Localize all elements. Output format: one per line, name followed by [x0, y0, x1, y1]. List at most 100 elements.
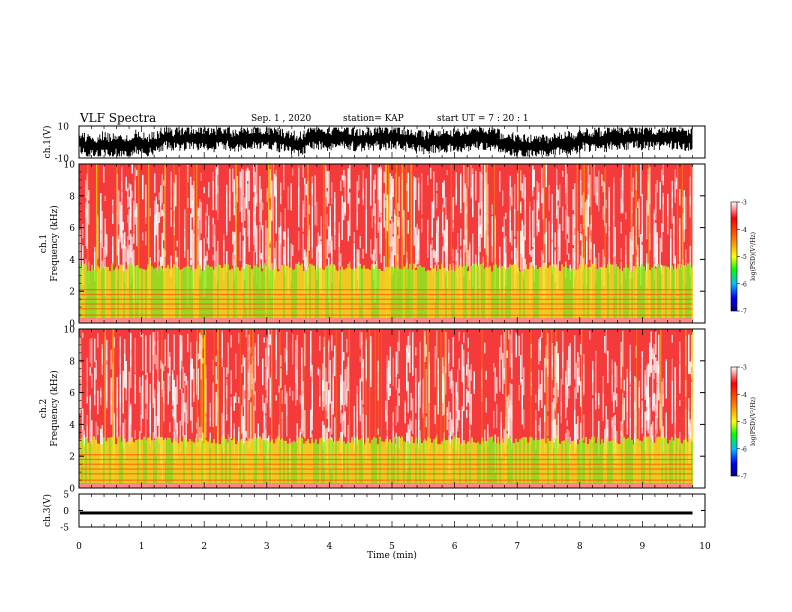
- ch2-spec-speckle: [674, 367, 676, 411]
- ch1-spec-speckle: [287, 228, 289, 264]
- ch1-spec-heatmap: [79, 164, 693, 323]
- ch2-spec-band-line: [79, 463, 693, 465]
- ch2-spec-speckle: [560, 378, 562, 416]
- ch1-spec-speckle: [580, 180, 582, 216]
- ch2-spec-speckle: [679, 363, 681, 394]
- ch1-spec-speckle: [637, 244, 639, 268]
- ch2-spec-band-cell: [147, 437, 149, 484]
- ch1-spec-band-cell: [545, 264, 547, 319]
- ch2-spec-speckle: [398, 396, 400, 406]
- ch2-spec-speckle: [457, 391, 459, 432]
- ch1-spec-speckle: [311, 206, 313, 248]
- ch2-spec-speckle: [230, 370, 232, 394]
- ch2-spec-band-cell: [457, 437, 459, 484]
- ch1-spec-speckle: [481, 201, 483, 238]
- ch2-spec-cb-tick-label: -6: [741, 446, 747, 453]
- ch1-spec-band-cell: [587, 267, 589, 319]
- ch2-spec-speckle: [310, 362, 312, 377]
- ch2-spec-band-cell: [241, 438, 243, 484]
- ch1-spec-band-cell: [365, 268, 367, 319]
- ch1-spec-band-cell: [379, 269, 381, 319]
- ch1-spec-speckle: [499, 171, 501, 193]
- ch1-spec-ytick-label: 8: [69, 192, 75, 202]
- ch1-spec-speckle: [256, 164, 258, 207]
- ch1-spec-speckle: [397, 203, 399, 227]
- ch2-spec-speckle: [562, 330, 564, 369]
- ch1-spec-band-cell: [581, 264, 583, 319]
- ch2-spec-speckle: [184, 402, 186, 413]
- ch2-spec-band-cell: [255, 438, 257, 484]
- ch2-spec-speckle: [145, 379, 147, 404]
- ch1-spec-speckle: [557, 189, 559, 201]
- ch1-spec-speckle: [88, 190, 90, 201]
- ch2-spec-speckle: [629, 386, 631, 422]
- ch2-spec-speckle: [97, 426, 99, 435]
- ch2-spec-speckle: [551, 343, 553, 367]
- ch1-spec-speckle: [689, 176, 691, 218]
- ch2-spec-band-cell: [133, 442, 135, 484]
- ch1-spec-speckle: [386, 195, 388, 232]
- ch1-spec-speckle: [559, 225, 561, 257]
- ch1-spec-band-cell: [231, 268, 233, 319]
- ch1-spec-speckle: [514, 183, 516, 214]
- ch1-spec-speckle: [581, 242, 583, 272]
- ch1-spec-speckle: [523, 174, 525, 200]
- ch1-spec-speckle: [370, 164, 372, 206]
- ch1-spec-band-cell: [423, 267, 425, 319]
- ch1-spec-speckle: [203, 187, 205, 194]
- ch1-spec-speckle: [163, 248, 165, 272]
- ch2-spec-band-cell: [251, 438, 253, 484]
- ch2-spec-speckle: [484, 342, 486, 354]
- ch1-spec-speckle: [212, 181, 214, 211]
- ch1-spec-band-cell: [139, 268, 141, 319]
- ch2-spec-speckle: [343, 413, 345, 435]
- ch2-spec-speckle: [200, 334, 202, 380]
- ch1-spec-speckle: [278, 227, 280, 270]
- ch2-spec-speckle: [535, 394, 537, 403]
- ch2-spec-speckle: [493, 363, 495, 372]
- ch1-spec-band-cell: [299, 265, 301, 319]
- ch1-spec-band-cell: [137, 265, 139, 319]
- ch1-spec-band-cell: [159, 265, 161, 319]
- ch1-spec-band-cell: [677, 264, 679, 319]
- ch2-spec-band-cell: [475, 442, 477, 484]
- ch2-spec-band-cell: [415, 437, 417, 484]
- ch1-spec-speckle: [421, 218, 423, 233]
- ch2-spec-speckle: [395, 432, 397, 448]
- ch1-spec-speckle: [233, 259, 235, 278]
- ch1-spec-speckle: [326, 239, 328, 259]
- ch1-spec-band-cell: [481, 263, 483, 319]
- ch2-spec-speckle: [362, 363, 364, 405]
- ch1-spec-speckle: [671, 180, 673, 208]
- ch2-spec-speckle: [155, 415, 157, 455]
- ch1-spec-speckle: [509, 175, 511, 197]
- ch1-spec-speckle: [446, 219, 448, 246]
- ch2-spec-speckle: [434, 346, 436, 387]
- ch1-spec-speckle: [436, 182, 438, 191]
- ch2-spec-speckle: [97, 390, 99, 406]
- ch1-spec-speckle: [475, 170, 477, 201]
- ch2-spec-speckle: [452, 392, 454, 433]
- ch1-spec-speckle: [520, 203, 522, 214]
- ch2-spec-speckle: [157, 379, 159, 423]
- ch2-spec-speckle: [556, 341, 558, 383]
- ch1-spec-speckle: [389, 192, 391, 221]
- ch2-spec-speckle: [179, 334, 181, 372]
- ch1-spec-speckle: [659, 181, 661, 210]
- ch1-spec-speckle: [149, 257, 151, 266]
- ch2-spec-band-cell: [553, 442, 555, 484]
- ch2-spec-band-cell: [395, 443, 397, 484]
- ch1-spec-speckle: [533, 238, 535, 246]
- ch2-spec-speckle: [547, 333, 549, 364]
- ch2-spec-band-cell: [525, 437, 527, 484]
- ch1-spec-speckle: [505, 212, 507, 219]
- ch1-spec-speckle: [581, 234, 583, 251]
- ch2-spec-speckle: [362, 414, 364, 456]
- date-label: Sep. 1 , 2020: [251, 114, 312, 124]
- ch2-spec-speckle: [602, 376, 604, 418]
- ch2-spec-speckle: [100, 390, 102, 398]
- ch2-spec-spike: [374, 329, 376, 488]
- ch1-spec-spike: [590, 164, 592, 323]
- ch1-spec-band-line: [79, 308, 693, 310]
